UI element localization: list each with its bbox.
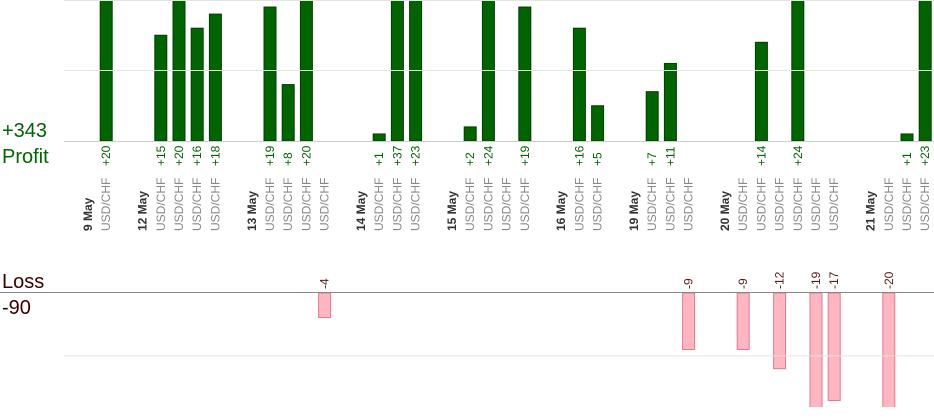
pair-label: USD/CHF	[900, 178, 914, 231]
pair-label: USD/CHF	[172, 178, 186, 231]
profit-bar	[263, 6, 277, 141]
pair-label: USD/CHF	[299, 178, 313, 231]
pair-label: USD/CHF	[773, 178, 787, 231]
profit-bar	[663, 62, 677, 141]
pair-label: USD/CHF	[372, 178, 386, 231]
pair-label: USD/CHF	[645, 178, 659, 231]
value-label: +2	[463, 152, 477, 166]
value-label: +7	[645, 152, 659, 166]
value-label: +11	[663, 146, 677, 166]
loss-area	[318, 292, 896, 407]
date-label: 20 May	[718, 191, 732, 231]
loss-bar	[682, 292, 696, 350]
pair-label: USD/CHF	[736, 178, 750, 231]
pair-label: USD/CHF	[663, 178, 677, 231]
profit-total: +343	[2, 120, 47, 142]
profit-bar	[645, 91, 659, 141]
pair-label: USD/CHF	[572, 178, 586, 231]
pair-label: USD/CHF	[318, 178, 332, 231]
value-label: +15	[154, 145, 168, 166]
pair-label: USD/CHF	[809, 178, 823, 231]
pair-label: USD/CHF	[463, 178, 477, 231]
value-label: +20	[99, 145, 113, 166]
value-label: +23	[409, 145, 423, 166]
pair-label: USD/CHF	[390, 178, 404, 231]
profit-bar	[518, 6, 532, 141]
date-label: 13 May	[245, 191, 259, 231]
loss-total: -90	[2, 297, 31, 319]
profit-bar	[900, 133, 914, 141]
profit-bar	[208, 13, 222, 141]
pair-label: USD/CHF	[190, 178, 204, 231]
profit-bar	[754, 41, 768, 141]
pair-label: USD/CHF	[791, 178, 805, 231]
date-label: 21 May	[864, 191, 878, 231]
value-label: +23	[918, 145, 932, 166]
pair-label: USD/CHF	[591, 178, 605, 231]
pair-label: USD/CHF	[754, 178, 768, 231]
profit-label: Profit	[2, 146, 49, 168]
pair-label: USD/CHF	[500, 178, 514, 231]
date-label: 9 May	[81, 197, 95, 231]
date-label: 19 May	[627, 191, 641, 231]
pair-label: USD/CHF	[99, 178, 113, 231]
value-label: -17	[827, 271, 841, 289]
loss-bar	[318, 292, 332, 319]
pair-label: USD/CHF	[918, 178, 932, 231]
value-label: +24	[791, 145, 805, 166]
pair-label: USD/CHF	[682, 178, 696, 231]
value-label: -9	[682, 278, 696, 289]
loss-bar	[736, 292, 750, 350]
value-label: +5	[591, 152, 605, 166]
pair-label: USD/CHF	[154, 178, 168, 231]
date-label: 15 May	[445, 191, 459, 231]
profit-bar	[572, 27, 586, 141]
value-label: +24	[481, 145, 495, 166]
loss-bar	[827, 292, 841, 402]
value-label: +19	[263, 145, 277, 166]
pair-label: USD/CHF	[827, 178, 841, 231]
value-label: +20	[172, 145, 186, 166]
date-label: 16 May	[554, 191, 568, 231]
value-label: -20	[882, 271, 896, 289]
pair-label: USD/CHF	[263, 178, 277, 231]
value-label: +37	[390, 145, 404, 166]
value-label: +16	[572, 145, 586, 166]
pair-label: USD/CHF	[518, 178, 532, 231]
value-label: +1	[372, 152, 386, 166]
value-label: +18	[208, 145, 222, 166]
value-label: +8	[281, 152, 295, 166]
loss-label: Loss	[2, 271, 44, 293]
pair-label: USD/CHF	[882, 178, 896, 231]
value-label: -4	[318, 278, 332, 289]
value-label: +16	[190, 145, 204, 166]
pair-label: USD/CHF	[409, 178, 423, 231]
profit-bar	[281, 84, 295, 141]
profit-bar	[372, 133, 386, 141]
value-label: +20	[299, 145, 313, 166]
value-label: -12	[773, 271, 787, 289]
profit-bar	[463, 126, 477, 141]
value-label: +1	[900, 152, 914, 166]
profit-bar	[190, 27, 204, 141]
loss-bar	[773, 292, 787, 370]
pair-label: USD/CHF	[481, 178, 495, 231]
value-label: -9	[736, 278, 750, 289]
pair-label: USD/CHF	[281, 178, 295, 231]
loss-bar	[809, 292, 823, 407]
profit-bar	[591, 105, 605, 141]
date-label: 14 May	[354, 191, 368, 231]
value-label: +14	[754, 145, 768, 166]
value-label: -19	[809, 271, 823, 289]
date-label: 12 May	[136, 191, 150, 231]
pair-label: USD/CHF	[208, 178, 222, 231]
profit-bar	[154, 34, 168, 141]
value-label: +19	[518, 145, 532, 166]
